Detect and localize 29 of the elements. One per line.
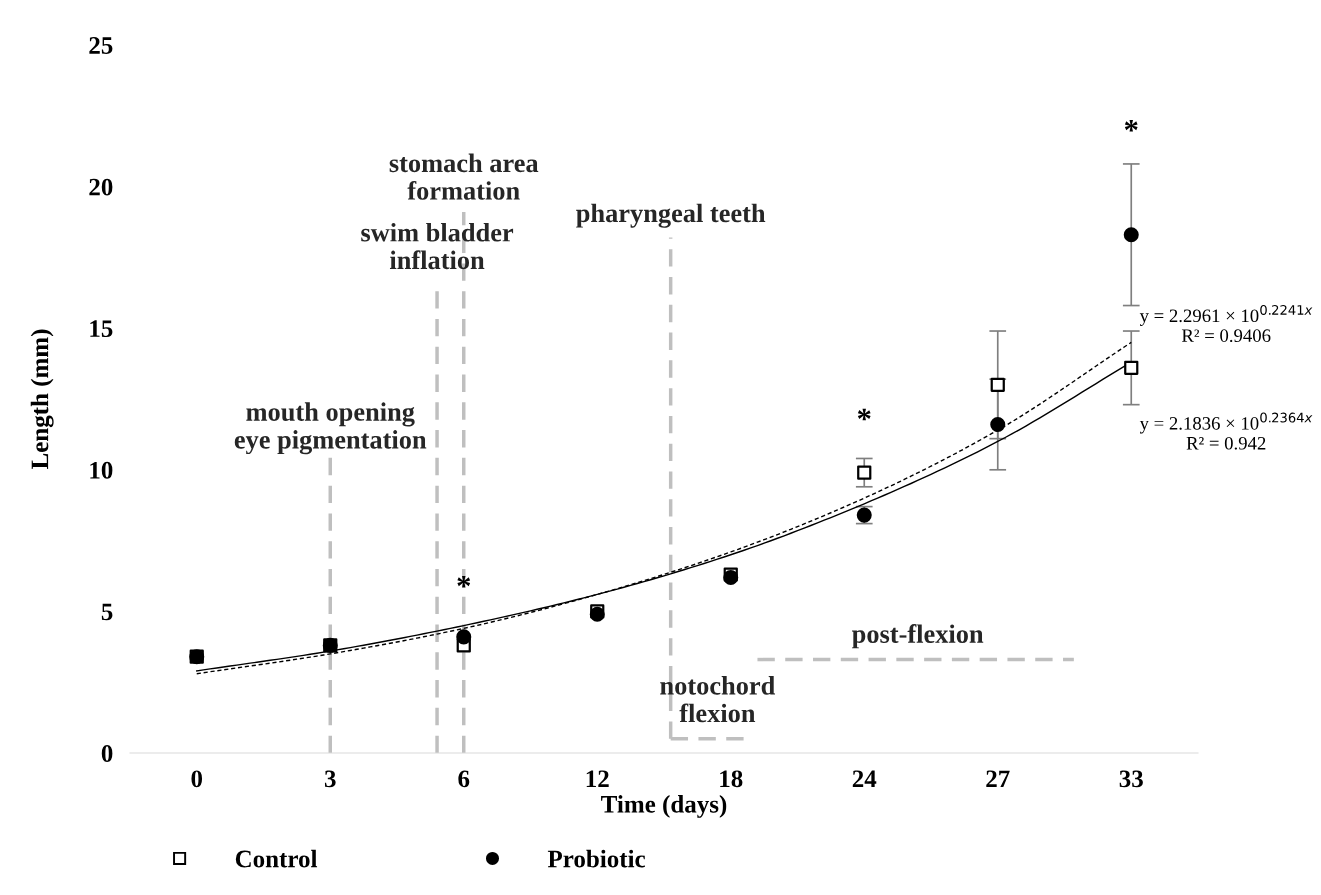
x-tick-label: 33 bbox=[1119, 770, 1143, 788]
legend-label: Probiotic bbox=[547, 849, 646, 868]
x-axis-title: Time (days) bbox=[601, 795, 727, 818]
x-tick-label: 18 bbox=[720, 770, 743, 788]
x-tick-label: 6 bbox=[458, 770, 470, 788]
annotation: y = 2.2961 × 10$^{0.2241x}$ R² = 0.9406 bbox=[1139, 304, 1313, 343]
x-tick-label: 3 bbox=[324, 770, 336, 788]
annotation: y = 2.1836 × 10$^{0.2364x}$ R² = 0.942 bbox=[1139, 412, 1313, 450]
annotation: * bbox=[457, 575, 471, 588]
annotation: post-flexion bbox=[852, 624, 984, 649]
annotation: stomach area formation bbox=[389, 153, 539, 200]
legend-label: Control bbox=[235, 849, 318, 868]
annotation: * bbox=[1124, 119, 1138, 132]
annotation: swim bladder inflation bbox=[361, 222, 514, 270]
annotation: pharyngeal teeth bbox=[576, 203, 766, 228]
x-tick-label: 24 bbox=[852, 770, 877, 788]
y-tick-label: 20 bbox=[89, 178, 113, 196]
y-tick-label: 5 bbox=[101, 603, 113, 621]
x-tick-label: 0 bbox=[191, 770, 203, 788]
x-tick-label: 27 bbox=[986, 770, 1010, 788]
ref-line-label: mouth opening eye pigmentation bbox=[234, 402, 427, 455]
annotation: notochord flexion bbox=[660, 676, 776, 723]
x-tick-label: 12 bbox=[586, 770, 609, 788]
y-tick-label: 15 bbox=[90, 320, 113, 338]
y-tick-label: 25 bbox=[89, 37, 113, 54]
y-tick-label: 0 bbox=[101, 745, 113, 762]
annotation: * bbox=[857, 408, 871, 421]
y-axis-title: Length (mm) bbox=[30, 329, 54, 470]
y-tick-label: 10 bbox=[90, 461, 113, 479]
